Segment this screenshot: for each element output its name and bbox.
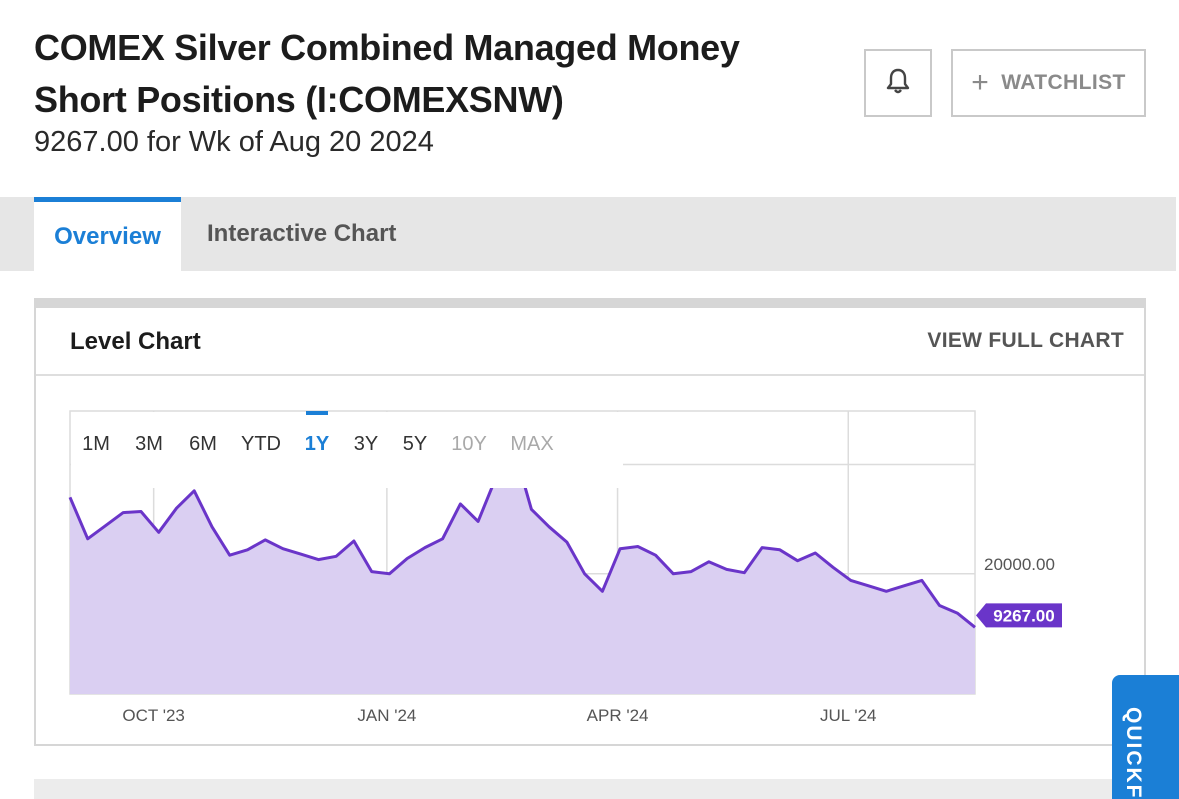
watchlist-label: WATCHLIST xyxy=(1001,71,1126,94)
bell-icon xyxy=(885,67,911,100)
x-tick-label: APR '24 xyxy=(587,706,649,725)
tab-overview[interactable]: Overview xyxy=(34,197,181,271)
range-button-1m[interactable]: 1M xyxy=(82,433,110,455)
card-title: Level Chart xyxy=(70,328,201,355)
next-section xyxy=(34,779,1146,799)
watchlist-button[interactable]: + WATCHLIST xyxy=(951,49,1146,117)
tab-interactive-chart[interactable]: Interactive Chart xyxy=(207,220,397,247)
view-full-chart-link[interactable]: VIEW FULL CHART xyxy=(927,329,1124,352)
y-tick-label: 20000.00 xyxy=(984,555,1055,574)
range-button-10y: 10Y xyxy=(451,433,487,455)
last-value-label: 9267.00 xyxy=(993,606,1054,625)
plus-icon: + xyxy=(971,66,990,99)
tab-bar: Overview Interactive Chart xyxy=(0,197,1176,271)
x-tick-label: JAN '24 xyxy=(357,706,416,725)
range-button-6m[interactable]: 6M xyxy=(189,433,217,455)
range-selector-bg xyxy=(71,412,623,488)
range-button-max: MAX xyxy=(510,433,553,455)
last-value-badge xyxy=(976,603,1062,628)
x-tick-label: OCT '23 xyxy=(122,706,184,725)
alert-button[interactable] xyxy=(864,49,932,117)
x-tick-label: JUL '24 xyxy=(820,706,876,725)
page-title: COMEX Silver Combined Managed Money Shor… xyxy=(34,27,740,120)
range-button-1y[interactable]: 1Y xyxy=(305,433,330,455)
quickflow-label: QUICKFLO xyxy=(1122,707,1145,799)
page-subtitle: 9267.00 for Wk of Aug 20 2024 xyxy=(34,126,434,158)
series-area xyxy=(70,447,975,694)
range-selected-indicator xyxy=(306,411,328,415)
range-button-3y[interactable]: 3Y xyxy=(354,433,378,455)
range-button-3m[interactable]: 3M xyxy=(135,433,163,455)
range-button-ytd[interactable]: YTD xyxy=(241,433,281,455)
quickflow-tab[interactable]: QUICKFLO xyxy=(1112,675,1179,799)
range-button-5y[interactable]: 5Y xyxy=(403,433,427,455)
card-header: Level Chart VIEW FULL CHART xyxy=(36,308,1144,376)
